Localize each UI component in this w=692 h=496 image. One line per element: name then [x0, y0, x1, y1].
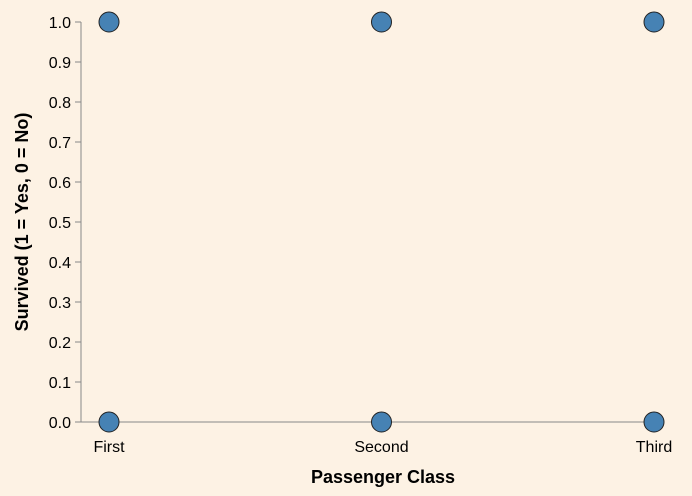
y-axis: 0.0 0.1 0.2 0.3 0.4 0.5 0.6 0.7 0.8 0.9 1.0 [49, 15, 82, 432]
data-point [371, 411, 392, 433]
x-tick-label: Second [354, 439, 408, 456]
y-tick-label: 0.6 [49, 175, 71, 192]
y-tick-label: 0.5 [49, 215, 71, 232]
data-point [98, 11, 120, 33]
y-tick-label: 0.2 [49, 335, 71, 352]
y-tick-label: 0.8 [49, 95, 71, 112]
y-tick-label: 0.9 [49, 55, 71, 72]
y-tick-label: 0.0 [49, 415, 71, 432]
y-tick-label: 0.7 [49, 135, 71, 152]
data-point [98, 411, 120, 433]
data-point [643, 11, 665, 33]
y-tick-label: 1.0 [49, 15, 71, 32]
data-point [643, 411, 665, 433]
y-tick-label: 0.3 [49, 295, 71, 312]
data-points [98, 11, 665, 433]
x-axis: First Second Third [81, 421, 672, 456]
x-tick-label: First [93, 439, 125, 456]
x-tick-label: Third [636, 439, 672, 456]
y-tick-label: 0.4 [49, 255, 71, 272]
x-axis-title: Passenger Class [311, 467, 455, 487]
data-point [371, 11, 392, 33]
y-axis-title: Survived (1 = Yes, 0 = No) [12, 113, 32, 332]
y-tick-label: 0.1 [49, 375, 71, 392]
